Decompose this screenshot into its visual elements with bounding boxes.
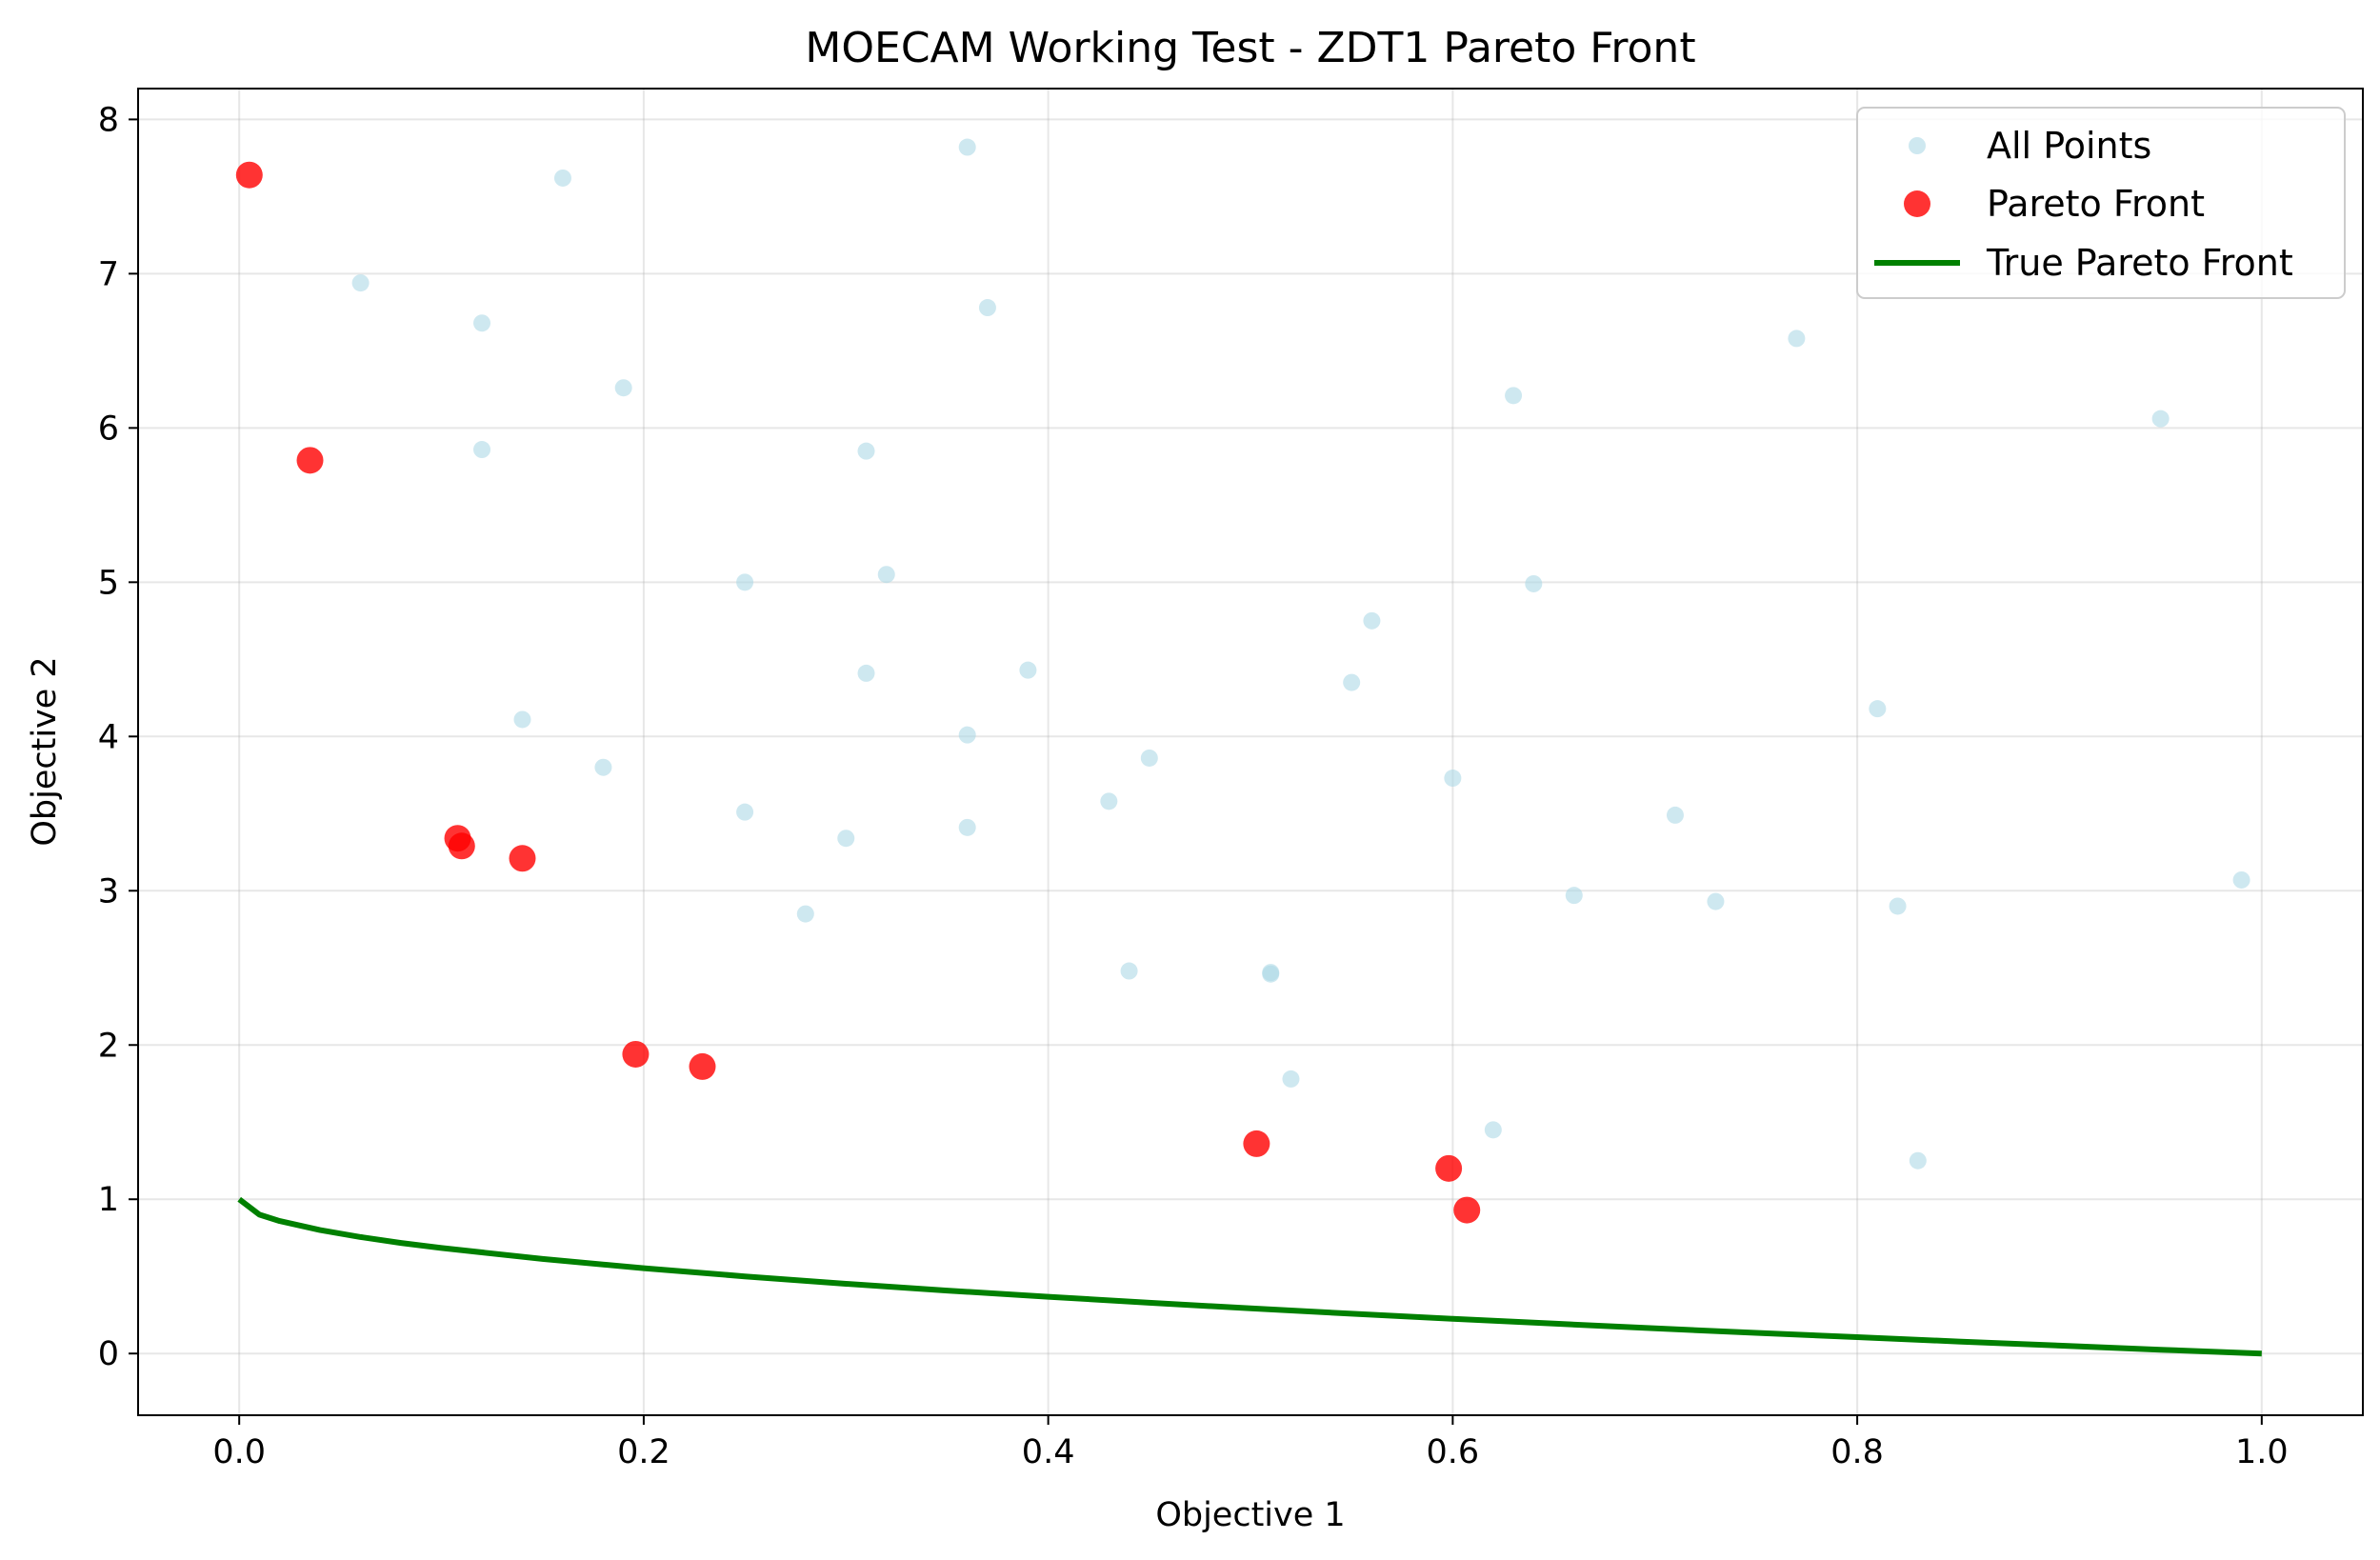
all-points-marker [1282, 1070, 1300, 1088]
true-pareto-front-line [237, 1196, 2262, 1357]
all-points-marker [1505, 387, 1523, 405]
all-points-marker [1565, 887, 1583, 905]
all-points-marker [1525, 574, 1543, 592]
all-points-marker [1889, 897, 1907, 915]
all-points-marker [2151, 410, 2170, 428]
pareto-front-marker [296, 447, 324, 474]
y-tick-label: 0 [98, 1335, 119, 1373]
all-points-marker [877, 566, 895, 584]
all-points-marker [1444, 770, 1462, 788]
all-points-marker [2232, 870, 2250, 889]
all-points-marker [1100, 792, 1118, 810]
all-points-marker [1909, 1151, 1927, 1170]
x-tick-label: 0.6 [1427, 1433, 1480, 1471]
x-tick-label: 0.0 [212, 1433, 266, 1471]
all-points-marker [473, 441, 491, 459]
series-layer [235, 138, 2262, 1357]
pareto-front-marker [1435, 1154, 1463, 1182]
all-points-marker [736, 803, 754, 821]
all-points-marker [1707, 892, 1725, 910]
all-points-marker [958, 138, 976, 156]
x-tick-label: 0.8 [1830, 1433, 1884, 1471]
legend-box [1856, 107, 2346, 299]
x-tick-label: 0.4 [1022, 1433, 1075, 1471]
axis-ticks: 0.0 0.2 0.4 0.6 0.8 1.0 0 1 2 3 4 5 6 7 8 [98, 101, 2289, 1471]
x-tick-label: 0.2 [617, 1433, 670, 1471]
pareto-front-marker [1453, 1196, 1481, 1224]
all-points-marker [473, 314, 491, 332]
x-axis-label: Objective 1 [1155, 1496, 1345, 1534]
y-tick-label: 5 [98, 564, 119, 602]
plot-frame [137, 88, 2364, 1416]
y-tick-label: 7 [98, 255, 119, 293]
chart-title: MOECAM Working Test - ZDT1 Pareto Front [805, 24, 1695, 72]
y-axis-label: Objective 2 [26, 656, 64, 846]
y-tick-label: 6 [98, 410, 119, 448]
pareto-front-marker [235, 161, 263, 189]
all-points-marker [553, 169, 571, 187]
pareto-front-marker [1243, 1130, 1270, 1157]
all-points-marker [1869, 700, 1887, 718]
y-tick-label: 2 [98, 1027, 119, 1065]
all-points-marker [1140, 749, 1158, 767]
legend-label-true-pareto-front: True Pareto Front [1986, 242, 2293, 284]
all-points-marker [1788, 330, 1806, 348]
pareto-front-marker [448, 832, 475, 860]
pareto-front-marker [622, 1040, 650, 1068]
all-points-marker [351, 274, 370, 292]
x-tick-label: 1.0 [2235, 1433, 2289, 1471]
y-tick-label: 8 [98, 101, 119, 139]
all-points-marker [1343, 673, 1361, 691]
all-points-marker [1484, 1121, 1502, 1139]
all-points-marker [1120, 962, 1138, 980]
y-tick-label: 4 [98, 718, 119, 756]
all-points-marker [1262, 965, 1280, 983]
legend-label-pareto-front: Pareto Front [1987, 183, 2205, 225]
all-points-marker [736, 573, 754, 591]
all-points-marker [958, 818, 976, 836]
legend-marker-pareto-front [1904, 190, 1930, 217]
all-points-marker [1363, 611, 1381, 630]
legend: All Points Pareto Front True Pareto Fron… [1856, 107, 2346, 299]
all-points-marker [857, 664, 875, 682]
all-points-marker [1019, 661, 1037, 679]
legend-marker-all-points [1909, 137, 1926, 154]
all-points-marker [513, 710, 531, 729]
y-tick-label: 3 [98, 872, 119, 910]
all-points-marker [594, 758, 612, 776]
all-points-marker [958, 726, 976, 744]
all-points-marker [837, 830, 855, 848]
pareto-front-marker [689, 1052, 716, 1080]
all-points-marker [857, 442, 875, 460]
all-points-marker [796, 905, 814, 923]
y-tick-label: 1 [98, 1181, 119, 1219]
legend-label-all-points: All Points [1987, 125, 2151, 167]
all-points-marker [978, 299, 996, 317]
all-points-marker [1666, 806, 1684, 824]
all-points-marker [614, 379, 632, 397]
pareto-front-marker [509, 845, 536, 872]
